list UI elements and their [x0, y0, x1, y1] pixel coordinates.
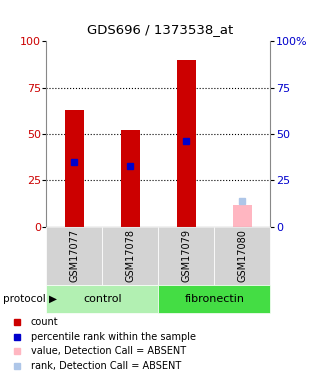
Text: percentile rank within the sample: percentile rank within the sample: [31, 332, 196, 342]
Text: fibronectin: fibronectin: [184, 294, 244, 304]
Text: count: count: [31, 317, 58, 327]
Text: GSM17080: GSM17080: [237, 230, 247, 282]
Bar: [46, 227, 102, 285]
Bar: [233, 205, 252, 227]
Text: GSM17077: GSM17077: [69, 230, 79, 282]
Bar: [158, 285, 270, 313]
Text: control: control: [83, 294, 122, 304]
Bar: [177, 60, 196, 227]
Text: GDS696 / 1373538_at: GDS696 / 1373538_at: [87, 23, 233, 36]
Bar: [214, 227, 270, 285]
Bar: [46, 285, 158, 313]
Text: value, Detection Call = ABSENT: value, Detection Call = ABSENT: [31, 346, 186, 356]
Bar: [102, 227, 158, 285]
Text: rank, Detection Call = ABSENT: rank, Detection Call = ABSENT: [31, 361, 181, 371]
Text: GSM17078: GSM17078: [125, 230, 135, 282]
Text: GSM17079: GSM17079: [181, 230, 191, 282]
Bar: [158, 227, 214, 285]
Bar: [121, 130, 140, 227]
Text: protocol ▶: protocol ▶: [3, 294, 57, 304]
Bar: [65, 110, 84, 227]
